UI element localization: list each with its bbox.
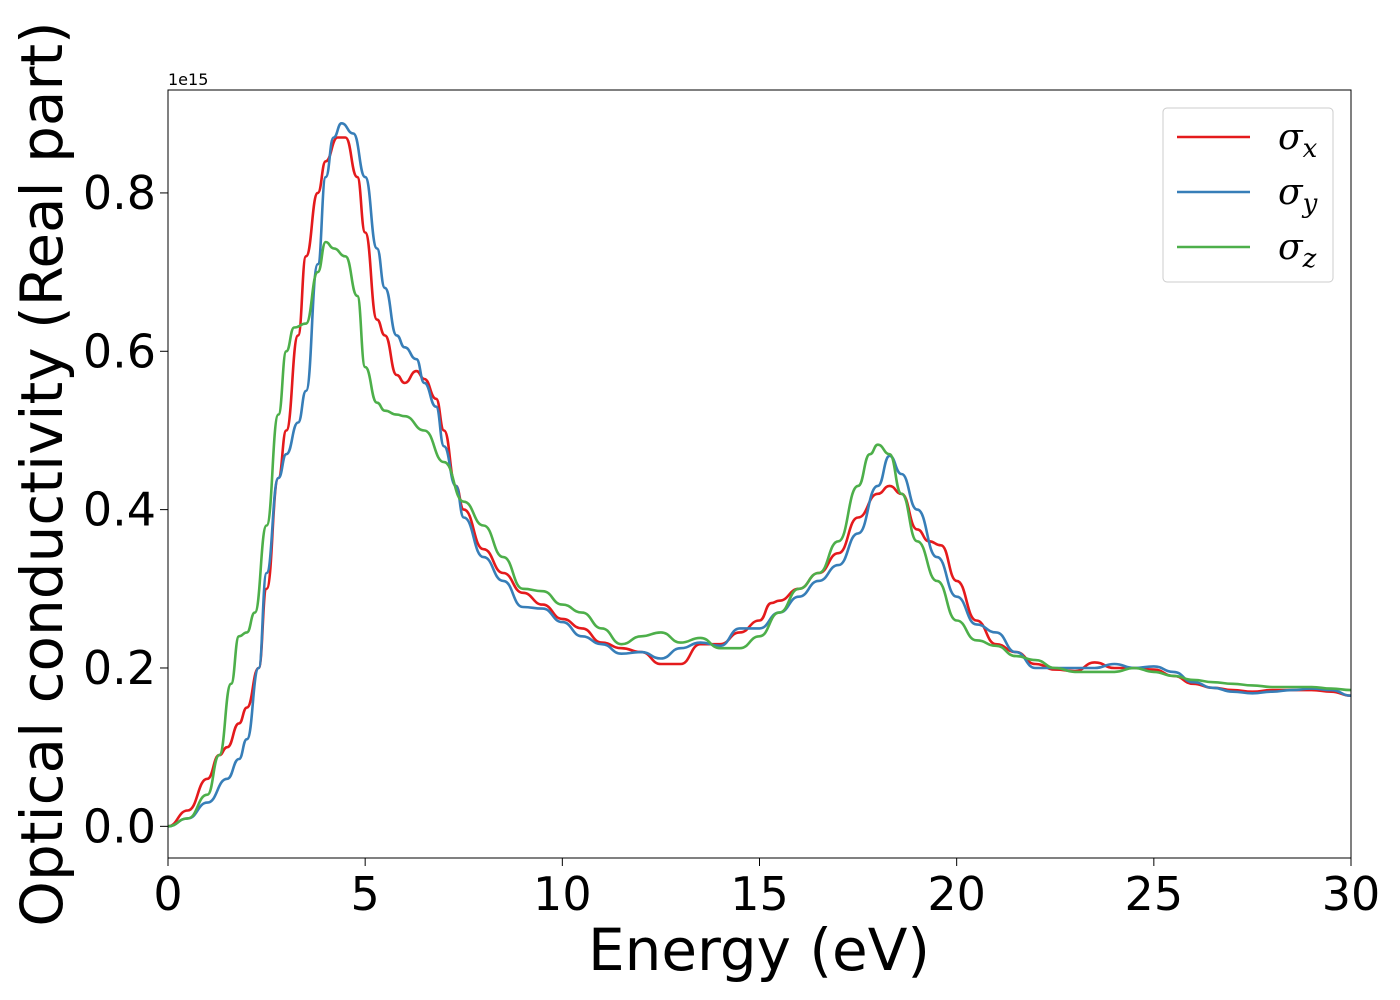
x-axis: 0 5 10 15 20 25 30: [153, 858, 1380, 921]
y-tick-label: 0.0: [83, 799, 156, 853]
x-tick-label: 5: [351, 867, 380, 921]
legend-label-x: σx: [1278, 117, 1318, 164]
y-axis-label: Optical conductivity (Real part): [8, 21, 76, 926]
series-line-y: [167, 122, 1352, 828]
y-axis: 0.0 0.2 0.4 0.6 0.8: [83, 166, 168, 853]
legend-box: [1162, 107, 1334, 283]
x-tick-label: 30: [1322, 867, 1381, 921]
x-tick-label: 15: [730, 867, 789, 921]
y-offset-label: 1e15: [168, 70, 208, 89]
x-tick-label: 0: [153, 867, 182, 921]
y-tick-label: 0.6: [83, 324, 156, 378]
series-line-z: [167, 240, 1352, 828]
y-tick-label: 0.8: [83, 166, 156, 220]
y-tick-label: 0.4: [83, 483, 156, 537]
x-tick-label: 20: [927, 867, 986, 921]
legend-label-y: σy: [1278, 172, 1318, 219]
x-axis-label: Energy (eV): [588, 916, 930, 984]
x-tick-label: 25: [1125, 867, 1184, 921]
x-tick-label: 10: [533, 867, 592, 921]
y-tick-label: 0.2: [83, 641, 156, 695]
series-group: [167, 122, 1352, 828]
